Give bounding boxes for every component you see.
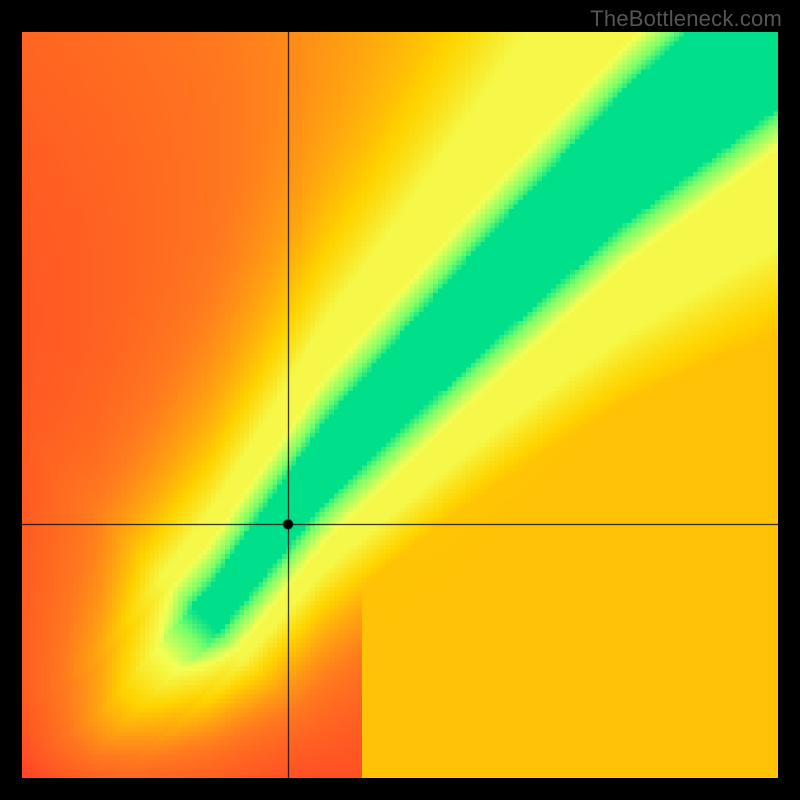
- chart-container: TheBottleneck.com: [0, 0, 800, 800]
- watermark-text: TheBottleneck.com: [590, 6, 782, 32]
- crosshair-overlay: [22, 32, 778, 778]
